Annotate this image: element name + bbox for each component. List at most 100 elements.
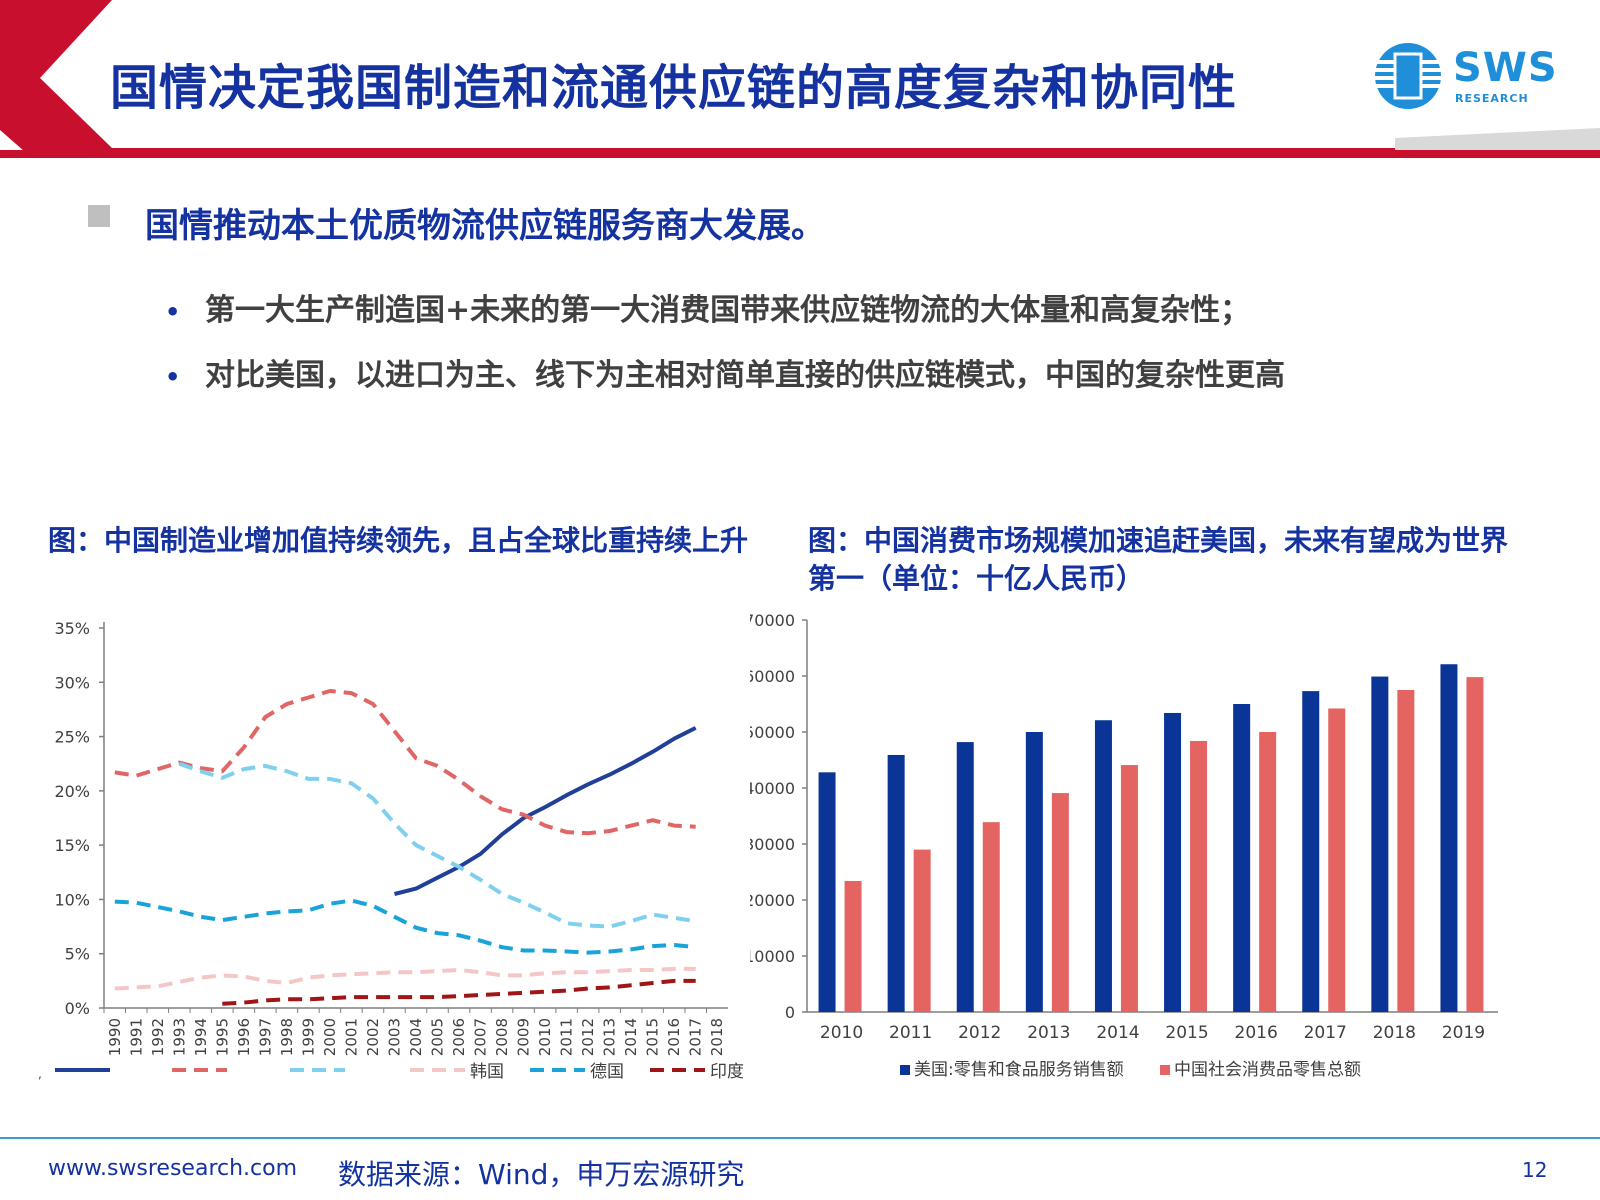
page-title: 国情决定我国制造和流通供应链的高度复杂和协同性 <box>110 60 1238 116</box>
chart1-x-tick-label: 1995 <box>213 1018 231 1056</box>
main-point: 国情推动本土优质物流供应链服务商大发展。 <box>145 206 825 246</box>
sub-point-2-text: 对比美国，以进口为主、线下为主相对简单直接的供应链模式，中国的复杂性更高 <box>205 358 1285 393</box>
chart2-bar <box>1440 664 1458 1012</box>
chart2-bar <box>1259 732 1277 1012</box>
sub-point-2: • 对比美国，以进口为主、线下为主相对简单直接的供应链模式，中国的复杂性更高 <box>165 350 1285 394</box>
chart2-title: 图：中国消费市场规模加速追赶美国，未来有望成为世界第一（单位：十亿人民币） <box>808 524 1509 595</box>
chart2-bar <box>887 754 905 1012</box>
chart2-bar <box>1051 793 1069 1012</box>
chart1-series-line <box>114 966 696 991</box>
chart1-legend-label: 德国 <box>590 1062 624 1082</box>
header-gray-wedge <box>1395 128 1600 150</box>
chart2-legend-label: 中国社会消费品零售总额 <box>1174 1060 1361 1080</box>
chart2-bar <box>844 880 862 1012</box>
chart2-x-tick-label: 2015 <box>1165 1023 1208 1043</box>
chart1-x-tick-label: 1991 <box>127 1018 145 1056</box>
chart1-y-tick-label: 35% <box>54 619 90 638</box>
chart2-bar-chart: 0 10000 20000 30000 40000 50000 60000 70000 2010… <box>750 611 1498 1080</box>
chart1-x-tick-label: 1993 <box>170 1018 188 1056</box>
chart1-x-tick-label: 2007 <box>472 1018 490 1056</box>
chart1-x-tick-label: 1994 <box>192 1018 210 1056</box>
chart1-series-line <box>394 726 697 896</box>
chart2-legend-label: 美国:零售和食品服务销售额 <box>914 1060 1124 1080</box>
bullet-dot-icon: • <box>165 297 181 326</box>
chart2-bar <box>1397 690 1415 1012</box>
chart1-y-tick-label: 30% <box>54 673 90 692</box>
chart2-bar <box>1120 765 1138 1012</box>
chart1-x-tick-label: 1990 <box>106 1018 124 1056</box>
chart2-bar <box>1190 740 1208 1012</box>
chart2-y-tick-label: 10000 <box>750 947 795 966</box>
sub-point-1: • 第一大生产制造国+未来的第一大消费国带来供应链物流的大体量和高复杂性； <box>165 285 1250 329</box>
chart1-x-tick-label: 1997 <box>256 1018 274 1056</box>
chart2-bar <box>1025 732 1043 1012</box>
chart1-y-tick-label: 5% <box>65 945 90 964</box>
chart2-bar <box>956 742 974 1012</box>
header-shape <box>0 0 1600 158</box>
square-bullet-icon <box>88 205 110 227</box>
chart2-bar <box>1094 720 1112 1012</box>
bullet-dot-icon: • <box>165 362 181 391</box>
chart1-series-line <box>222 978 696 1006</box>
chart1-x-tick-label: 2004 <box>407 1018 425 1056</box>
chart1-legend-label: 印度 <box>710 1062 744 1082</box>
chart2-x-tick-label: 2012 <box>958 1023 1001 1043</box>
chart1-x-tick-label: 2005 <box>429 1018 447 1056</box>
logo-subtitle: RESEARCH <box>1455 92 1529 105</box>
chart1-y-tick-label: 10% <box>54 890 90 909</box>
chart1-x-tick-label: 2006 <box>450 1018 468 1056</box>
chart2-x-tick-label: 2019 <box>1442 1023 1485 1043</box>
chart1-series-line <box>114 898 696 955</box>
footer-divider <box>0 1137 1600 1139</box>
chart1-series-line <box>178 761 696 929</box>
chart1-x-tick-label: 2009 <box>515 1018 533 1056</box>
sub-point-1-text: 第一大生产制造国+未来的第一大消费国带来供应链物流的大体量和高复杂性； <box>205 293 1251 328</box>
chart2-x-tick-label: 2013 <box>1027 1023 1070 1043</box>
chart1-x-tick-label: 1996 <box>235 1018 253 1056</box>
chart2-y-tick-label: 30000 <box>750 835 795 854</box>
chart2-y-tick-label: 20000 <box>750 891 795 910</box>
chart1-title: 图：中国制造业增加值持续领先，且占全球比重持续上升 <box>48 524 749 557</box>
chart1-x-tick-label: 2015 <box>644 1018 662 1056</box>
chart1-x-tick-label: 2010 <box>536 1018 554 1056</box>
chart1-x-tick-label: 2017 <box>687 1018 705 1056</box>
chart2-y-tick-label: 0 <box>785 1003 795 1022</box>
chart2-bar <box>1371 676 1389 1012</box>
chart1-x-tick-label: 2014 <box>622 1018 640 1056</box>
chart2-x-tick-label: 2011 <box>889 1023 932 1043</box>
chart1-x-tick-label: 1999 <box>299 1018 317 1056</box>
chart1-y-tick-label: 15% <box>54 836 90 855</box>
chart2-bar <box>913 849 931 1012</box>
chart1-x-tick-label: 1992 <box>149 1018 167 1056</box>
chart2-legend-swatch <box>900 1065 910 1075</box>
chart1-y-tick-label: 25% <box>54 728 90 747</box>
chart1-stray-mark: , <box>38 1067 42 1081</box>
chart2-y-tick-label: 60000 <box>750 667 795 686</box>
chart2-x-tick-label: 2014 <box>1096 1023 1139 1043</box>
chart2-legend-swatch <box>1160 1065 1170 1075</box>
chart2-x-tick-label: 2018 <box>1373 1023 1416 1043</box>
chart2-bar <box>982 822 1000 1012</box>
chart1-x-tick-label: 2013 <box>601 1018 619 1056</box>
chart1-x-tick-label: 1998 <box>278 1018 296 1056</box>
page-number: 12 <box>1522 1158 1548 1182</box>
chart2-y-tick-label: 70000 <box>750 611 795 630</box>
chart1-x-tick-label: 2002 <box>364 1018 382 1056</box>
chart2-x-tick-label: 2017 <box>1304 1023 1347 1043</box>
chart2-x-tick-label: 2010 <box>820 1023 863 1043</box>
chart1-legend-label: 韩国 <box>470 1062 504 1082</box>
chart1-y-tick-label: 20% <box>54 782 90 801</box>
footer-data-source: 数据来源：Wind，申万宏源研究 <box>338 1158 745 1191</box>
chart1-x-tick-label: 2018 <box>708 1018 726 1056</box>
chart1-series-line <box>114 689 696 836</box>
chart1-line-chart: 0%5%10%15%20%25%30%35%1990 1991 1992 1993 19… <box>38 619 744 1082</box>
chart1-x-tick-label: 2001 <box>342 1018 360 1056</box>
chart1-x-tick-label: 2016 <box>665 1018 683 1056</box>
chart1-x-tick-label: 2000 <box>321 1018 339 1056</box>
chart1-x-tick-label: 2012 <box>579 1018 597 1056</box>
chart2-bar <box>1328 708 1346 1012</box>
chart2-bar <box>1164 712 1182 1012</box>
chart2-bar <box>1466 677 1484 1012</box>
header-underline <box>0 150 1600 158</box>
footer-website-link[interactable]: www.swsresearch.com <box>48 1156 298 1181</box>
